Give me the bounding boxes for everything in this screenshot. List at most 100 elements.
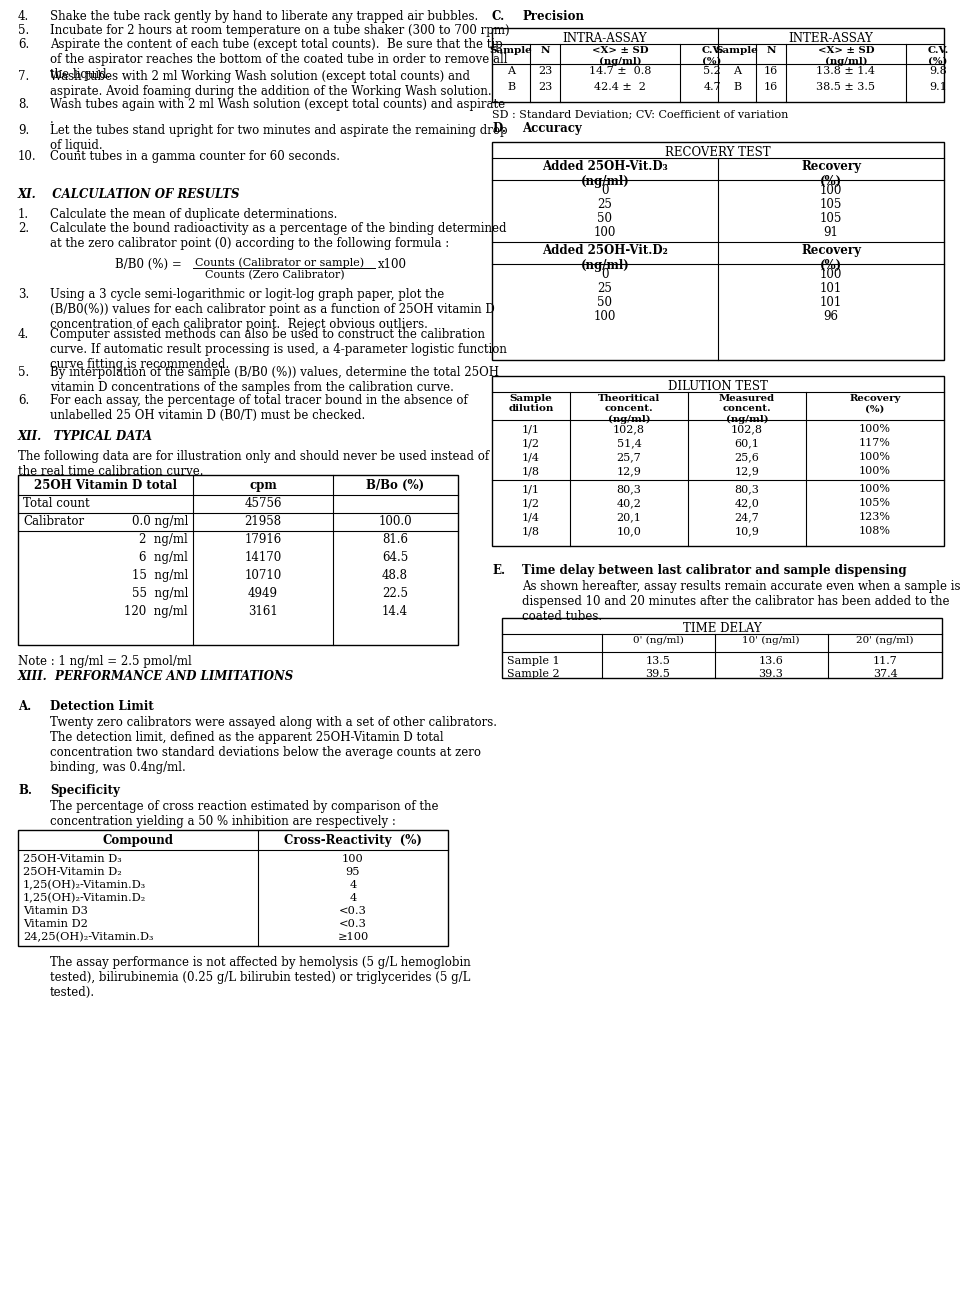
- Text: 1,25(OH)₂-Vitamin.D₂: 1,25(OH)₂-Vitamin.D₂: [23, 893, 146, 904]
- Text: B.: B.: [18, 784, 32, 797]
- Text: cpm: cpm: [250, 479, 276, 492]
- Text: 91: 91: [824, 227, 838, 240]
- Text: 25OH-Vitamin D₂: 25OH-Vitamin D₂: [23, 867, 122, 878]
- Text: 24,25(OH)₂-Vitamin.D₃: 24,25(OH)₂-Vitamin.D₃: [23, 932, 154, 943]
- Text: 1/1: 1/1: [522, 484, 540, 493]
- Text: 1/4: 1/4: [522, 452, 540, 462]
- Text: For each assay, the percentage of total tracer bound in the absence of
unlabelle: For each assay, the percentage of total …: [50, 395, 468, 422]
- Text: 3161: 3161: [248, 605, 277, 618]
- Text: 100%: 100%: [859, 424, 891, 434]
- Text: INTRA-ASSAY: INTRA-ASSAY: [563, 33, 647, 46]
- Text: <0.3: <0.3: [339, 919, 367, 930]
- Text: 10' (ng/ml): 10' (ng/ml): [742, 635, 800, 644]
- Text: XIII.  PERFORMANCE AND LIMITATIONS: XIII. PERFORMANCE AND LIMITATIONS: [18, 671, 295, 684]
- Text: 102,8: 102,8: [731, 424, 763, 434]
- Text: 11.7: 11.7: [873, 656, 898, 667]
- Text: 100%: 100%: [859, 484, 891, 493]
- Text: Added 25OH-Vit.D₃
(ng/ml): Added 25OH-Vit.D₃ (ng/ml): [542, 160, 668, 187]
- Text: Note : 1 ng/ml = 2.5 pmol/ml: Note : 1 ng/ml = 2.5 pmol/ml: [18, 655, 192, 668]
- Text: 1/2: 1/2: [522, 497, 540, 508]
- Text: 14.4: 14.4: [382, 605, 408, 618]
- Bar: [492, 142, 944, 359]
- Text: 25OH-Vitamin D₃: 25OH-Vitamin D₃: [23, 854, 122, 865]
- Text: <0.3: <0.3: [339, 906, 367, 917]
- Text: 13.5: 13.5: [645, 656, 670, 667]
- Text: 102,8: 102,8: [613, 424, 645, 434]
- Text: XII.   TYPICAL DATA: XII. TYPICAL DATA: [18, 430, 153, 443]
- Text: 81.6: 81.6: [382, 533, 408, 546]
- Text: x100: x100: [378, 258, 407, 271]
- Text: 105%: 105%: [859, 497, 891, 508]
- Text: 1,25(OH)₂-Vitamin.D₃: 1,25(OH)₂-Vitamin.D₃: [23, 880, 146, 891]
- Text: RECOVERY TEST: RECOVERY TEST: [665, 146, 771, 159]
- Text: 6.: 6.: [18, 395, 29, 408]
- Text: 10,0: 10,0: [616, 526, 641, 536]
- Text: 38.5 ± 3.5: 38.5 ± 3.5: [817, 82, 876, 92]
- Text: 2.: 2.: [18, 223, 29, 234]
- Text: 100: 100: [820, 184, 842, 197]
- Text: 48.8: 48.8: [382, 569, 408, 582]
- Text: Sample: Sample: [490, 46, 533, 55]
- Text: 4: 4: [349, 893, 356, 904]
- Text: 1/8: 1/8: [522, 526, 540, 536]
- Text: 14.7 ±  0.8: 14.7 ± 0.8: [588, 66, 651, 76]
- Text: B/B0 (%) =: B/B0 (%) =: [115, 258, 181, 271]
- Text: 9.: 9.: [18, 124, 29, 137]
- Text: A.: A.: [18, 700, 32, 713]
- Text: <X> ± SD
(ng/ml): <X> ± SD (ng/ml): [591, 46, 648, 65]
- Text: 100: 100: [594, 227, 616, 240]
- Text: 64.5: 64.5: [382, 551, 408, 564]
- Text: Let the tubes stand upright for two minutes and aspirate the remaining drop
of l: Let the tubes stand upright for two minu…: [50, 124, 508, 152]
- Text: A: A: [733, 66, 741, 76]
- Text: Sample 2: Sample 2: [507, 669, 560, 680]
- Text: 15  ng/ml: 15 ng/ml: [132, 569, 188, 582]
- Text: Computer assisted methods can also be used to construct the calibration
curve. I: Computer assisted methods can also be us…: [50, 328, 507, 371]
- Text: 16: 16: [764, 66, 779, 76]
- Text: 10710: 10710: [245, 569, 281, 582]
- Text: 25OH Vitamin D total: 25OH Vitamin D total: [34, 479, 177, 492]
- Text: Sample 1: Sample 1: [507, 656, 560, 667]
- Text: Accuracy: Accuracy: [522, 122, 582, 135]
- Text: Count tubes in a gamma counter for 60 seconds.: Count tubes in a gamma counter for 60 se…: [50, 150, 340, 163]
- Text: 101: 101: [820, 283, 842, 296]
- Text: 20' (ng/ml): 20' (ng/ml): [856, 635, 914, 644]
- Text: Sample
dilution: Sample dilution: [508, 395, 554, 414]
- Text: A: A: [507, 66, 515, 76]
- Text: B: B: [732, 82, 741, 92]
- Text: Total count: Total count: [23, 497, 89, 510]
- Text: C.V.
(%): C.V. (%): [702, 46, 723, 65]
- Text: 100%: 100%: [859, 452, 891, 462]
- Text: E.: E.: [492, 564, 505, 577]
- Text: ≥100: ≥100: [337, 932, 369, 943]
- Text: 1/4: 1/4: [522, 512, 540, 522]
- Text: 9.8: 9.8: [929, 66, 947, 76]
- Text: 39.3: 39.3: [758, 669, 783, 680]
- Text: 45756: 45756: [244, 497, 281, 510]
- Text: 25: 25: [597, 283, 612, 296]
- Text: 13.8 ± 1.4: 13.8 ± 1.4: [817, 66, 876, 76]
- Text: 80,3: 80,3: [616, 484, 641, 493]
- Text: B: B: [507, 82, 516, 92]
- Text: 40,2: 40,2: [616, 497, 641, 508]
- Bar: [502, 618, 942, 678]
- Text: 6  ng/ml: 6 ng/ml: [139, 551, 188, 564]
- Text: 0' (ng/ml): 0' (ng/ml): [633, 635, 684, 644]
- Text: DILUTION TEST: DILUTION TEST: [668, 380, 768, 393]
- Text: C.: C.: [492, 10, 505, 23]
- Text: Compound: Compound: [103, 835, 174, 848]
- Text: 8.: 8.: [18, 98, 29, 111]
- Text: 1/1: 1/1: [522, 424, 540, 434]
- Text: 50: 50: [597, 212, 612, 225]
- Text: 1.: 1.: [18, 208, 29, 221]
- Text: D.: D.: [492, 122, 506, 135]
- Text: Counts (Zero Calibrator): Counts (Zero Calibrator): [205, 270, 345, 280]
- Text: 3.: 3.: [18, 288, 29, 301]
- Text: 100%: 100%: [859, 466, 891, 477]
- Text: 100: 100: [342, 854, 364, 865]
- Text: 4.7: 4.7: [703, 82, 721, 92]
- Text: <X> ± SD
(ng/ml): <X> ± SD (ng/ml): [818, 46, 875, 65]
- Text: 25,7: 25,7: [616, 452, 641, 462]
- Text: 12,9: 12,9: [734, 466, 759, 477]
- Text: 0: 0: [601, 268, 609, 281]
- Text: 16: 16: [764, 82, 779, 92]
